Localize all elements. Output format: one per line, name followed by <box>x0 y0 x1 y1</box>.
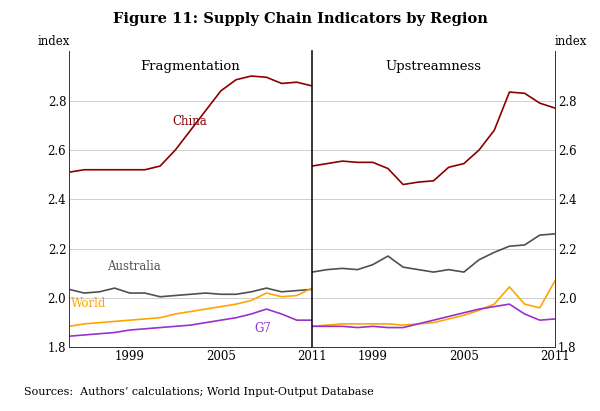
Text: Sources:  Authors’ calculations; World Input-Output Database: Sources: Authors’ calculations; World In… <box>24 387 374 397</box>
Text: Figure 11: Supply Chain Indicators by Region: Figure 11: Supply Chain Indicators by Re… <box>113 12 487 26</box>
Text: Fragmentation: Fragmentation <box>140 60 241 73</box>
Text: G7: G7 <box>254 322 271 335</box>
Text: Australia: Australia <box>107 260 161 272</box>
Text: World: World <box>71 297 106 310</box>
Text: China: China <box>172 115 207 128</box>
Text: Upstreamness: Upstreamness <box>386 60 482 73</box>
Text: index: index <box>554 35 587 48</box>
Text: index: index <box>37 35 70 48</box>
